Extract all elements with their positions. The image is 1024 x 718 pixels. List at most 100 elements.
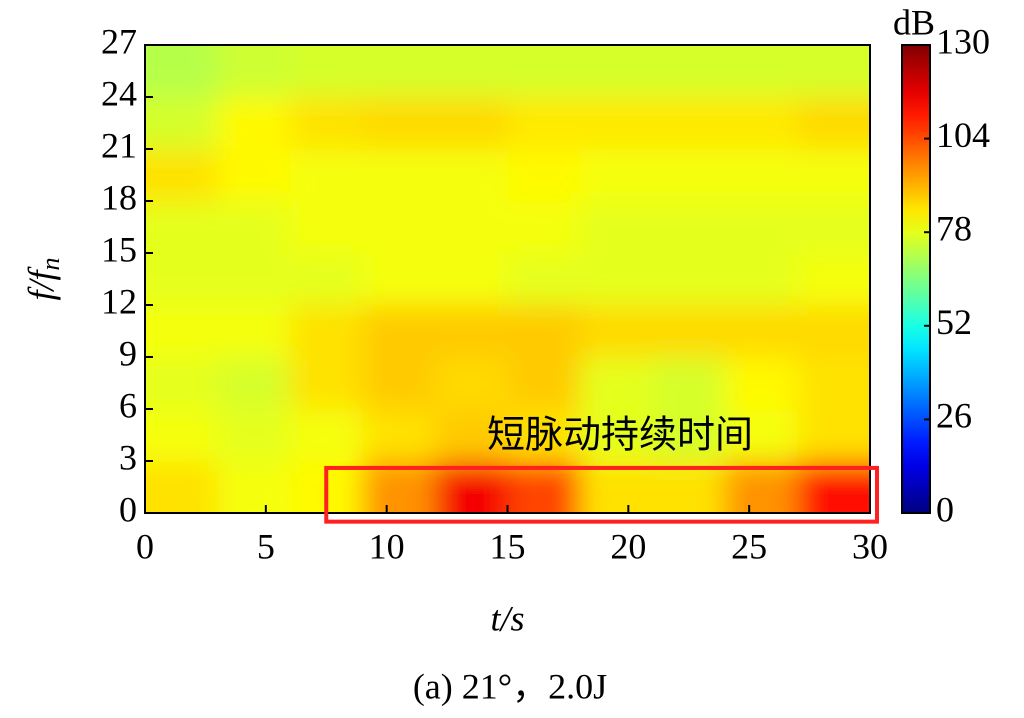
heatmap-cell — [290, 357, 363, 410]
heatmap-cell — [435, 201, 508, 254]
x-axis-label: t/s — [490, 598, 524, 638]
heatmap-cell — [217, 357, 291, 410]
heatmap-cell — [725, 305, 798, 358]
heatmap-cell — [217, 305, 291, 358]
highlight-box — [324, 465, 879, 524]
heatmap-cell — [652, 97, 726, 150]
colorbar-tick-label: 78 — [936, 208, 972, 248]
heatmap-cell — [217, 97, 291, 150]
heatmap-cell — [362, 357, 436, 410]
heatmap-cell — [507, 305, 581, 358]
highlight-label: 短脉动持续时间 — [487, 413, 753, 457]
heatmap-cell — [145, 253, 218, 306]
heatmap-cell — [580, 409, 653, 462]
heatmap-cell — [290, 149, 363, 202]
y-tick-label: 12 — [101, 281, 137, 321]
heatmap-cell — [217, 201, 291, 254]
heatmap-cell — [145, 305, 218, 358]
heatmap-cell — [507, 201, 581, 254]
heatmap-cell — [507, 45, 581, 98]
heatmap-cell — [797, 97, 870, 150]
colorbar-tick-label: 52 — [936, 302, 972, 342]
heatmap-cell — [507, 149, 581, 202]
heatmap-cell — [362, 45, 436, 98]
heatmap-cells — [145, 45, 870, 513]
heatmap-cell — [217, 253, 291, 306]
heatmap-cell — [217, 409, 291, 462]
heatmap-cell — [652, 253, 726, 306]
heatmap-cell — [652, 357, 726, 410]
y-tick-label: 3 — [119, 437, 137, 477]
heatmap-cell — [725, 97, 798, 150]
heatmap-cell — [217, 461, 291, 513]
heatmap-cell — [290, 305, 363, 358]
heatmap-cell — [652, 45, 726, 98]
heatmap-cell — [580, 253, 653, 306]
heatmap-cell — [652, 201, 726, 254]
heatmap-cell — [435, 45, 508, 98]
heatmap-cell — [435, 253, 508, 306]
x-tick-label: 0 — [136, 526, 154, 566]
heatmap-cell — [580, 149, 653, 202]
heatmap-cell — [507, 253, 581, 306]
y-axis-label: f/fn — [21, 257, 65, 300]
y-tick-label: 6 — [119, 385, 137, 425]
x-tick-label: 15 — [490, 526, 526, 566]
heatmap-cell — [797, 149, 870, 202]
heatmap-cell — [725, 253, 798, 306]
heatmap-cell — [725, 357, 798, 410]
y-axis-label-sub: n — [36, 257, 65, 270]
colorbar — [901, 44, 931, 514]
heatmap-cell — [797, 305, 870, 358]
colorbar-tick-label: 104 — [936, 115, 990, 155]
heatmap-cell — [580, 357, 653, 410]
y-tick-label: 0 — [119, 489, 137, 529]
heatmap-cell — [145, 461, 218, 513]
heatmap-cell — [362, 97, 436, 150]
heatmap-cell — [797, 253, 870, 306]
heatmap-cell — [797, 45, 870, 98]
heatmap-cell — [725, 45, 798, 98]
heatmap-cell — [652, 149, 726, 202]
heatmap-cell — [797, 201, 870, 254]
heatmap-cell — [290, 45, 363, 98]
heatmap-cell — [290, 201, 363, 254]
heatmap-cell — [290, 97, 363, 150]
y-tick-label: 21 — [101, 125, 137, 165]
heatmap-cell — [435, 409, 508, 462]
heatmap-cell — [362, 409, 436, 462]
colorbar-tick-label: 130 — [936, 21, 990, 61]
heatmap-cell — [145, 97, 218, 150]
heatmap-cell — [145, 45, 218, 98]
heatmap-cell — [290, 253, 363, 306]
colorbar-tick-label: 0 — [936, 489, 954, 529]
x-tick-label: 5 — [257, 526, 275, 566]
heatmap-cell — [362, 149, 436, 202]
x-tick-label: 25 — [731, 526, 767, 566]
heatmap-cell — [145, 409, 218, 462]
heatmap-cell — [507, 409, 581, 462]
heatmap-cell — [725, 149, 798, 202]
heatmap-cell — [435, 149, 508, 202]
heatmap-cell — [145, 357, 218, 410]
heatmap-cell — [507, 357, 581, 410]
heatmap-cell — [652, 409, 726, 462]
y-tick-label: 27 — [101, 21, 137, 61]
heatmap-cell — [580, 305, 653, 358]
heatmap-cell — [797, 357, 870, 410]
heatmap-cell — [652, 305, 726, 358]
heatmap-cell — [580, 201, 653, 254]
heatmap-cell — [580, 97, 653, 150]
y-tick-label: 9 — [119, 333, 137, 373]
heatmap-cell — [507, 97, 581, 150]
colorbar-tick-label: 26 — [936, 396, 972, 436]
heatmap-cell — [435, 97, 508, 150]
heatmap-cell — [217, 45, 291, 98]
y-axis-label-main: f/f — [21, 266, 61, 301]
heatmap-cell — [725, 409, 798, 462]
heatmap-cell — [362, 201, 436, 254]
heatmap-cell — [435, 357, 508, 410]
x-tick-label: 10 — [369, 526, 405, 566]
heatmap-cell — [145, 201, 218, 254]
